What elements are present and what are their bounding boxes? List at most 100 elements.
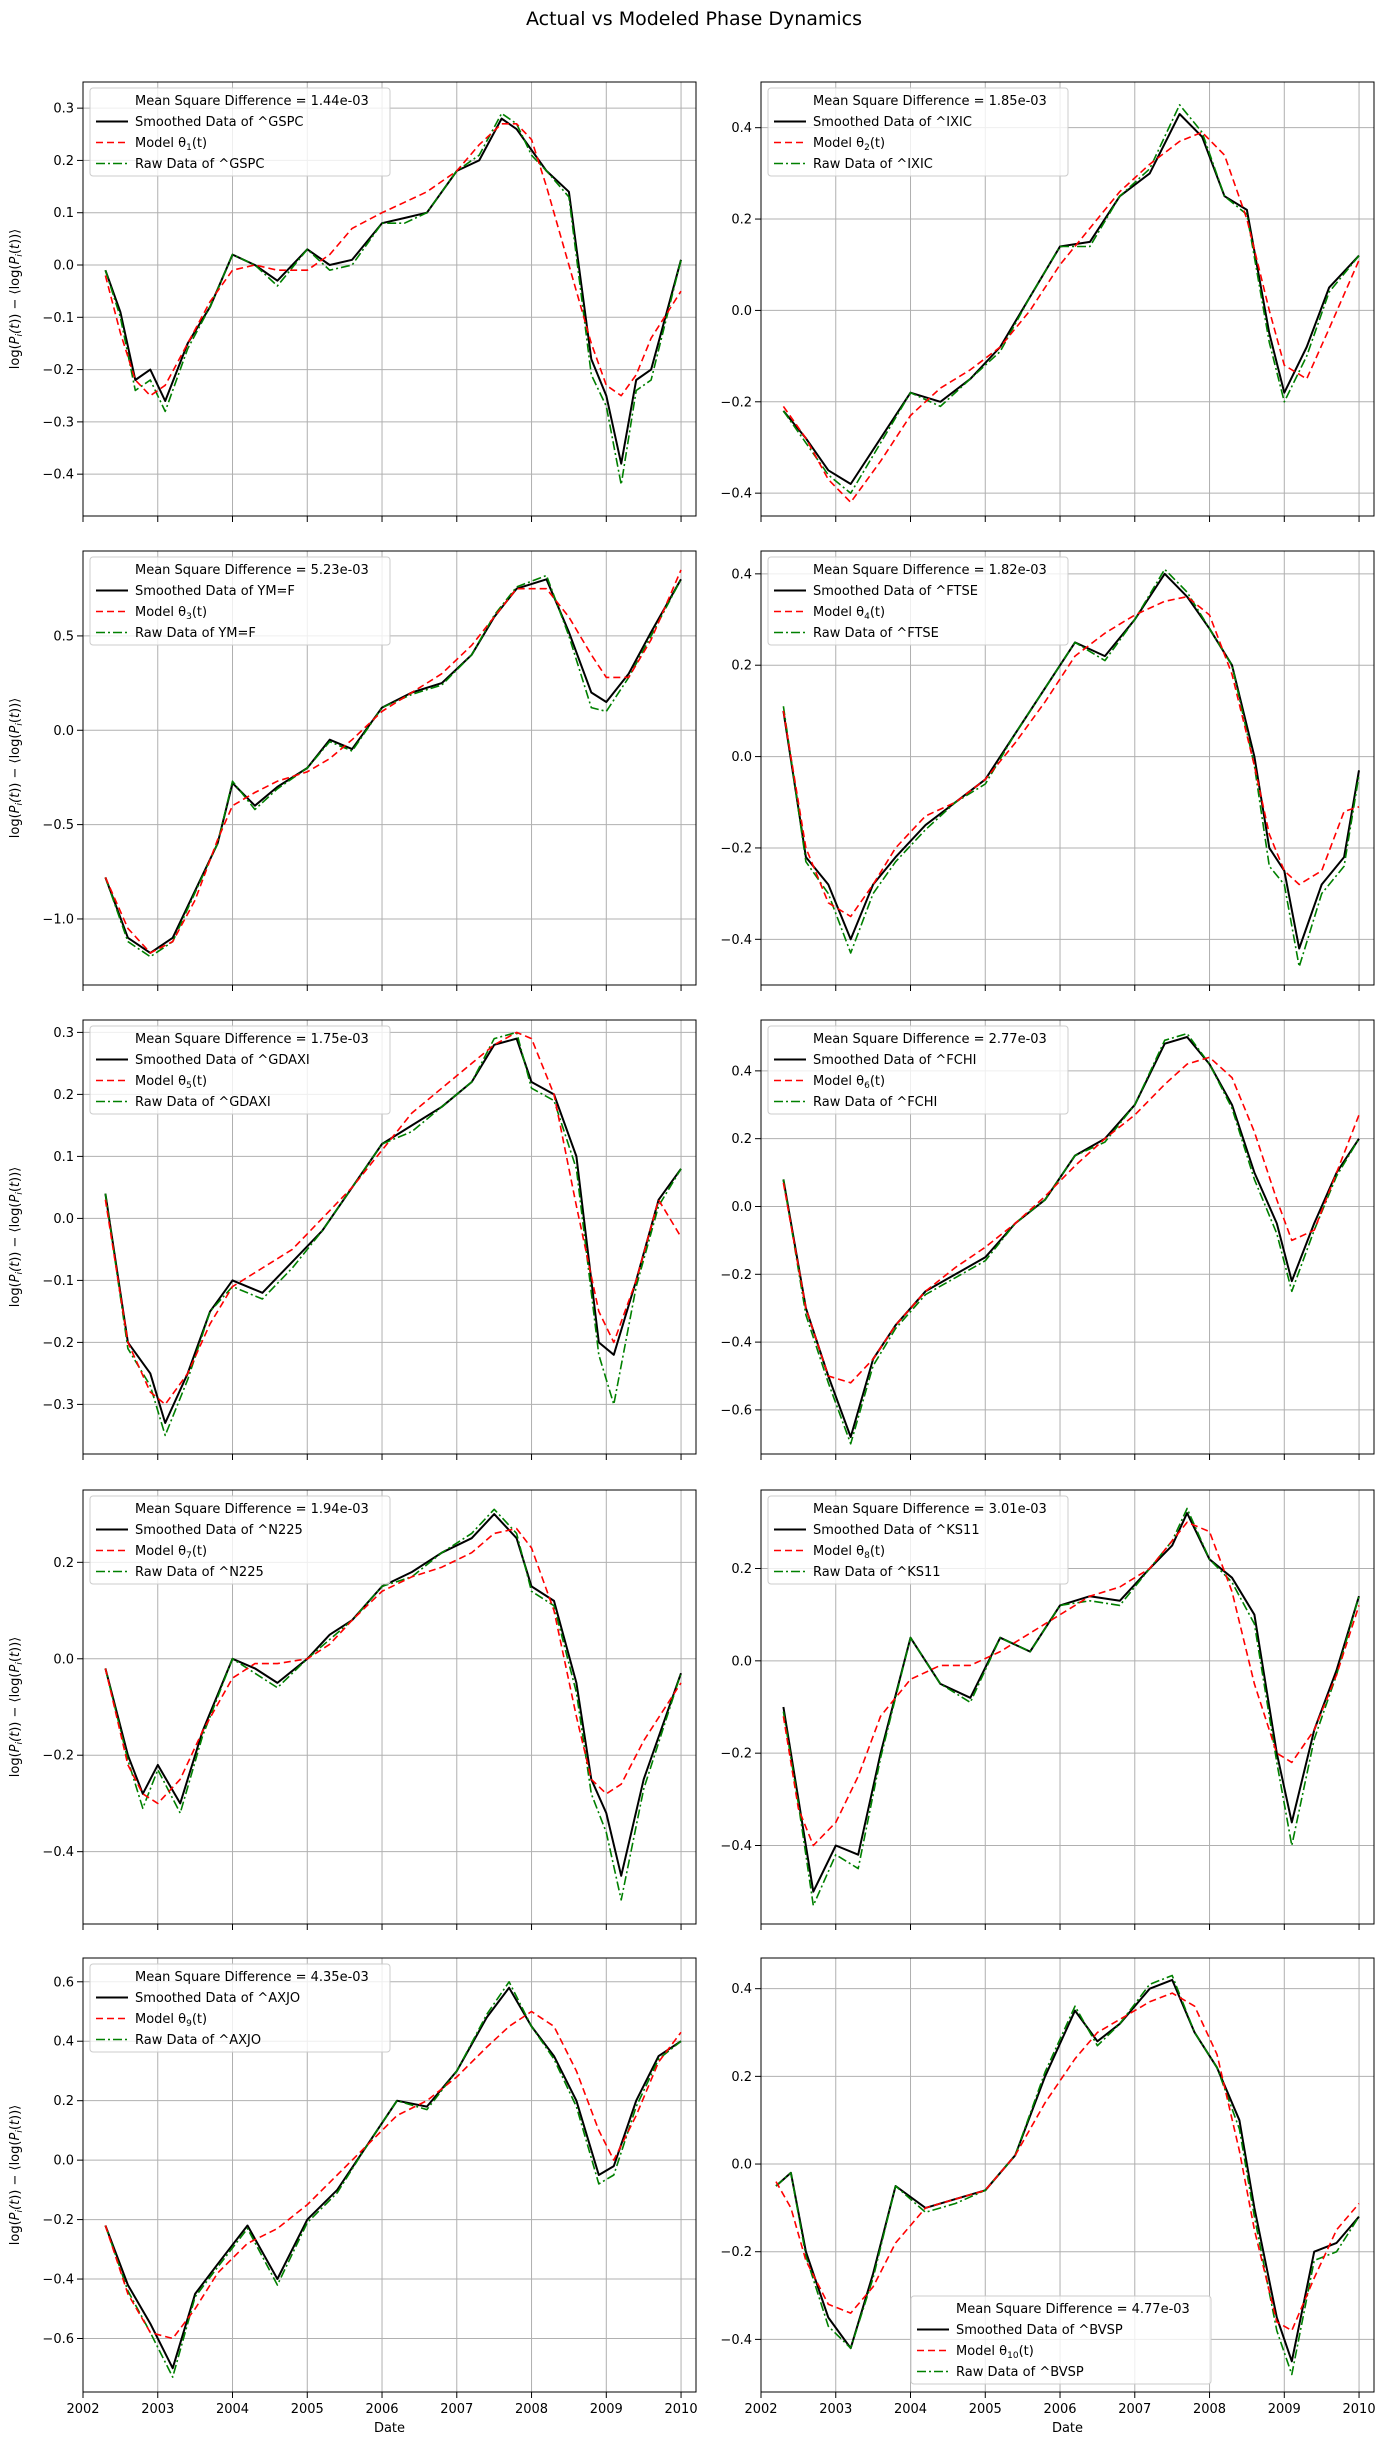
legend-box [89, 1495, 391, 1585]
x-tick-label: 2006 [1043, 2402, 1076, 2417]
legend-label-model: Model θ3(t) [135, 605, 207, 622]
y-tick-label: 0.0 [731, 1654, 752, 1669]
y-tick-label: 0.2 [53, 154, 74, 169]
y-tick-label: 0.4 [731, 121, 752, 136]
legend-box [767, 87, 1069, 177]
series-line-raw [782, 568, 1360, 968]
y-tick-label: 0.4 [731, 567, 752, 582]
y-tick-label: 0.0 [53, 1212, 74, 1227]
y-tick-label: 0.2 [731, 659, 752, 674]
plot-frame [760, 1019, 1375, 1455]
y-tick-label: 0.0 [731, 750, 752, 765]
x-tick-label: 2002 [66, 2402, 99, 2417]
series-line-smoothed [104, 1513, 682, 1877]
figure-title: Actual vs Modeled Phase Dynamics [526, 8, 862, 30]
legend-box [89, 556, 391, 646]
chart-panel-5: −0.3 −0.2 −0.1 0.0 0.1 0.2 0.3 Mean Square Diff… [8, 1019, 697, 1460]
legend-header: Mean Square Difference = 5.23e-03 [135, 563, 369, 578]
legend-label-smoothed: Smoothed Data of ^FCHI [813, 1053, 976, 1068]
plot-frame [760, 550, 1375, 986]
y-tick-label: −0.2 [720, 841, 752, 856]
chart-panel-10: 2002 2003 2004 2005 2006 2007 2008 2009 2010 −0.4… [720, 1957, 1376, 2436]
x-tick-label: 2003 [819, 2402, 852, 2417]
chart-panel-2: −0.4 −0.2 0.0 0.2 0.4 Mean Square Difference … [720, 81, 1375, 522]
y-axis-label: log(Pi(t)) − ⟨log(Pi(t))⟩ [8, 1637, 25, 1777]
x-axis-label: Date [1052, 2421, 1083, 2436]
legend-header: Mean Square Difference = 1.94e-03 [135, 1502, 369, 1517]
y-tick-label: 0.4 [731, 1064, 752, 1079]
x-tick-label: 2007 [1118, 2402, 1151, 2417]
y-tick-label: −0.4 [42, 2273, 74, 2288]
series-line-raw [782, 104, 1360, 495]
legend-label-raw: Raw Data of ^AXJO [135, 2033, 261, 2048]
y-axis-label: log(Pi(t)) − ⟨log(Pi(t))⟩ [8, 1167, 25, 1307]
chart-panel-6: −0.6 −0.4 −0.2 0.0 0.2 0.4 Mean Square Differe… [720, 1019, 1375, 1460]
legend-label-model: Model θ5(t) [135, 1074, 207, 1091]
x-tick-label: 2003 [141, 2402, 174, 2417]
y-tick-label: 0.2 [53, 1088, 74, 1103]
x-tick-label: 2008 [1193, 2402, 1226, 2417]
legend-box [767, 556, 1069, 646]
legend-label-smoothed: Smoothed Data of ^GDAXI [135, 1053, 310, 1068]
y-tick-label: −0.4 [720, 933, 752, 948]
y-axis-label: log(Pi(t)) − ⟨log(Pi(t))⟩ [8, 229, 25, 369]
series-line-raw [104, 1031, 682, 1437]
legend-header: Mean Square Difference = 1.75e-03 [135, 1032, 369, 1047]
y-tick-label: −0.4 [720, 1839, 752, 1854]
y-tick-label: −0.6 [42, 2332, 74, 2347]
plot-frame [82, 81, 697, 517]
legend-label-raw: Raw Data of ^BVSP [956, 2365, 1084, 2380]
series-line-model [782, 595, 1360, 918]
legend-label-raw: Raw Data of ^GSPC [135, 157, 264, 172]
y-tick-label: 0.3 [53, 102, 74, 117]
series-line-raw [104, 574, 682, 958]
legend-label-smoothed: Smoothed Data of ^GSPC [135, 115, 304, 130]
legend-label-raw: Raw Data of ^IXIC [813, 157, 933, 172]
y-tick-label: 0.2 [731, 1132, 752, 1147]
y-tick-label: −0.6 [720, 1403, 752, 1418]
series-line-model [782, 131, 1360, 504]
y-tick-label: −0.1 [42, 311, 74, 326]
legend-label-raw: Raw Data of ^N225 [135, 1565, 264, 1580]
x-tick-label: 2004 [216, 2402, 249, 2417]
y-tick-label: 0.0 [731, 2158, 752, 2173]
x-tick-label: 2002 [744, 2402, 777, 2417]
y-tick-label: −0.2 [720, 1747, 752, 1762]
y-tick-label: 0.0 [53, 259, 74, 274]
plot-frame [760, 1489, 1375, 1925]
y-tick-label: −0.2 [42, 1336, 74, 1351]
x-tick-label: 2009 [1268, 2402, 1301, 2417]
y-tick-label: −0.4 [42, 468, 74, 483]
x-tick-label: 2005 [969, 2402, 1002, 2417]
y-tick-label: −0.2 [720, 2245, 752, 2260]
legend-label-raw: Raw Data of ^KS11 [813, 1565, 941, 1580]
y-tick-label: −0.4 [720, 2333, 752, 2348]
y-tick-label: −1.0 [42, 912, 74, 927]
y-tick-label: 0.4 [53, 2035, 74, 2050]
legend-header: Mean Square Difference = 3.01e-03 [813, 1502, 1047, 1517]
y-tick-label: 0.4 [731, 1982, 752, 1997]
series-line-smoothed [782, 1036, 1360, 1438]
series-line-model [782, 1056, 1360, 1384]
series-line-model [104, 1031, 682, 1406]
plot-frame [760, 81, 1375, 517]
legend-label-smoothed: Smoothed Data of ^BVSP [956, 2323, 1123, 2338]
x-tick-label: 2005 [291, 2402, 324, 2417]
legend-label-model: Model θ4(t) [813, 605, 885, 622]
legend-box [89, 1963, 391, 2053]
legend-label-model: Model θ9(t) [135, 2012, 207, 2029]
x-tick-label: 2010 [665, 2402, 698, 2417]
series-line-smoothed [104, 1986, 682, 2370]
y-tick-label: 0.3 [53, 1026, 74, 1041]
legend-header: Mean Square Difference = 2.77e-03 [813, 1032, 1047, 1047]
x-tick-label: 2006 [365, 2402, 398, 2417]
chart-panel-9: 2002 2003 2004 2005 2006 2007 2008 2009 2010 −0.6… [8, 1957, 698, 2436]
legend-header: Mean Square Difference = 1.44e-03 [135, 94, 369, 109]
y-axis-label: log(Pi(t)) − ⟨log(Pi(t))⟩ [8, 698, 25, 838]
series-line-smoothed [104, 117, 682, 465]
series-line-raw [775, 1974, 1360, 2376]
x-tick-label: 2004 [894, 2402, 927, 2417]
legend-label-model: Model θ7(t) [135, 1544, 207, 1561]
y-tick-label: −0.1 [42, 1274, 74, 1289]
